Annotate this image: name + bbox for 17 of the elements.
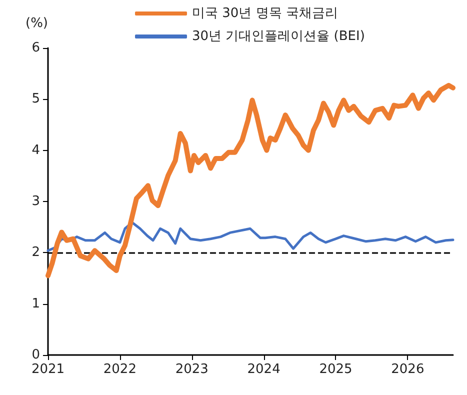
- y-tick-label: 5: [32, 92, 40, 107]
- x-tick-label: 2025: [319, 362, 352, 377]
- x-tick-label: 2021: [31, 362, 65, 377]
- y-axis-title: (%): [26, 16, 48, 31]
- y-tick-label: 2: [32, 245, 40, 260]
- x-tick-label: 2023: [175, 362, 208, 377]
- x-tick-label: 2024: [247, 362, 280, 377]
- x-tick-label: 2026: [391, 362, 424, 377]
- legend-label: 30년 기대인플레이션율 (BEI): [192, 29, 365, 44]
- x-tick-label: 2022: [103, 362, 136, 377]
- y-tick-label: 6: [32, 40, 40, 56]
- y-tick-label: 0: [32, 348, 40, 362]
- y-tick-label: 1: [32, 296, 40, 312]
- y-tick-label: 3: [32, 194, 40, 209]
- y-tick-label: 4: [32, 142, 40, 158]
- legend-label: 미국 30년 명목 국채금리: [192, 6, 338, 21]
- line-series: [46, 221, 454, 252]
